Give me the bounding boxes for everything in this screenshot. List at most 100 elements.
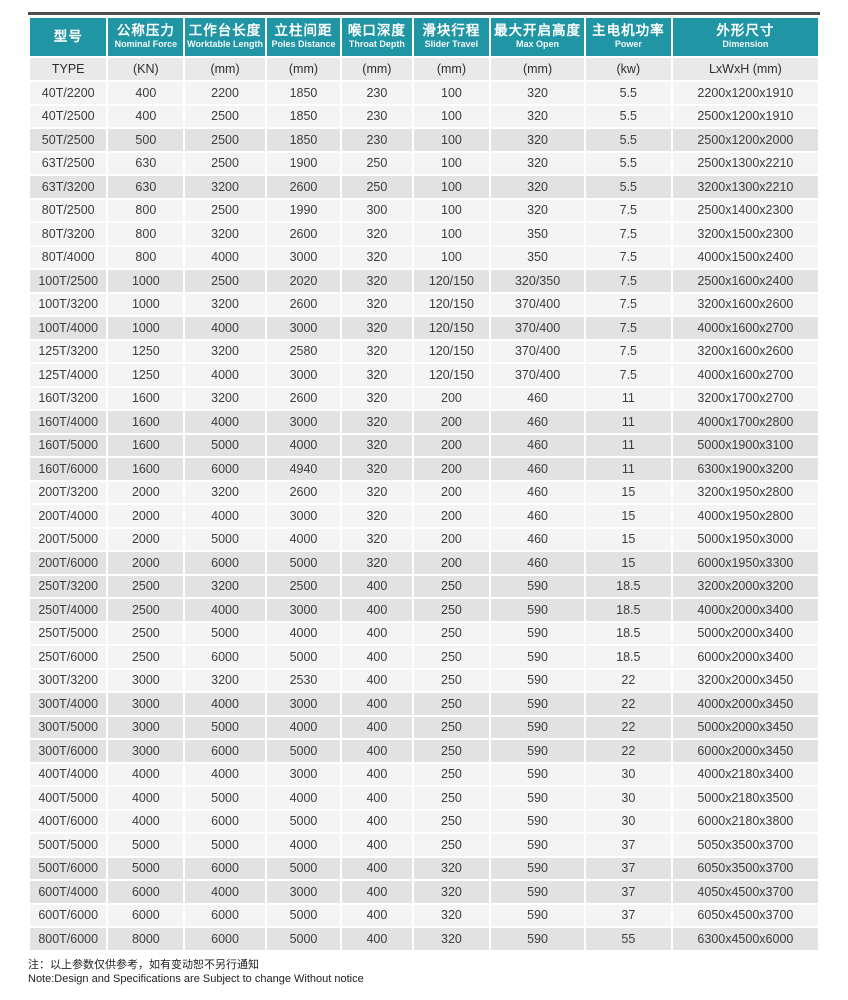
column-header: 最大开启高度 Max Open xyxy=(491,18,584,56)
table-cell: 2500x1600x2400 xyxy=(672,270,818,292)
table-cell: 5000 xyxy=(266,857,341,879)
table-cell: 3000 xyxy=(108,740,184,762)
table-cell: 460 xyxy=(491,458,584,480)
table-cell: 30 xyxy=(585,763,671,785)
table-cell: 320 xyxy=(342,293,412,315)
table-cell: 37 xyxy=(585,881,671,903)
table-cell: 6000x2000x3400 xyxy=(672,646,818,668)
table-cell: 320 xyxy=(491,105,584,127)
table-cell: 320 xyxy=(491,82,584,104)
table-cell: 6000 xyxy=(185,810,265,832)
table-cell: 320 xyxy=(413,904,490,926)
table-cell: 400 xyxy=(342,810,412,832)
table-cell: 2600 xyxy=(266,176,341,198)
table-cell: 500 xyxy=(108,129,184,151)
table-cell: 1250 xyxy=(108,364,184,386)
table-cell: 2500 xyxy=(266,575,341,597)
table-cell: 370/400 xyxy=(491,340,584,362)
table-cell: 230 xyxy=(342,129,412,151)
table-row: 300T/3200 3000 3200 2530 400 250 590 22 3200x200… xyxy=(30,669,818,691)
type-cell: 40T/2500 xyxy=(30,105,107,127)
column-header-en: Dimension xyxy=(722,38,769,49)
column-header-en: Power xyxy=(614,38,642,49)
type-cell: 800T/6000 xyxy=(30,928,107,950)
table-cell: 320 xyxy=(342,434,412,456)
table-cell: 200 xyxy=(413,387,490,409)
table-cell: 590 xyxy=(491,669,584,691)
type-cell: 200T/6000 xyxy=(30,552,107,574)
table-cell: 7.5 xyxy=(585,340,671,362)
table-cell: 120/150 xyxy=(413,317,490,339)
table-cell: 320 xyxy=(413,857,490,879)
table-cell: 4000 xyxy=(185,411,265,433)
table-cell: 5.5 xyxy=(585,105,671,127)
column-header-zh: 工作台长度 xyxy=(188,23,262,39)
column-header-zh: 主电机功率 xyxy=(592,23,665,39)
table-cell: 5000 xyxy=(266,740,341,762)
table-row: 300T/6000 3000 6000 5000 400 250 590 22 6000x200… xyxy=(30,740,818,762)
table-row: 40T/2500 400 2500 1850 230 100 320 5.5 2500x1200… xyxy=(30,105,818,127)
table-cell: 320 xyxy=(342,458,412,480)
type-cell: 250T/6000 xyxy=(30,646,107,668)
table-cell: 250 xyxy=(413,810,490,832)
table-cell: 320 xyxy=(342,411,412,433)
table-cell: 4000 xyxy=(266,787,341,809)
table-cell: 320 xyxy=(342,528,412,550)
column-header-en: Nominal Force xyxy=(114,38,178,49)
table-cell: 590 xyxy=(491,787,584,809)
table-cell: 590 xyxy=(491,599,584,621)
table-cell: 5000 xyxy=(108,857,184,879)
table-cell: 2500x1200x2000 xyxy=(672,129,818,151)
type-cell: 250T/3200 xyxy=(30,575,107,597)
table-cell: 100 xyxy=(413,199,490,221)
table-cell: 6000 xyxy=(185,928,265,950)
table-row: 50T/2500 500 2500 1850 230 100 320 5.5 2500x1200… xyxy=(30,129,818,151)
table-cell: 460 xyxy=(491,434,584,456)
unit-cell: (KN) xyxy=(108,58,184,80)
table-cell: 1990 xyxy=(266,199,341,221)
type-cell: 80T/4000 xyxy=(30,246,107,268)
table-cell: 230 xyxy=(342,82,412,104)
table-cell: 2500 xyxy=(108,575,184,597)
table-cell: 6300x1900x3200 xyxy=(672,458,818,480)
table-cell: 400 xyxy=(342,763,412,785)
table-cell: 590 xyxy=(491,575,584,597)
table-cell: 3000 xyxy=(266,411,341,433)
unit-cell: (mm) xyxy=(342,58,412,80)
table-cell: 120/150 xyxy=(413,270,490,292)
table-cell: 400 xyxy=(342,857,412,879)
table-cell: 5050x3500x3700 xyxy=(672,834,818,856)
table-cell: 15 xyxy=(585,481,671,503)
type-cell: 80T/3200 xyxy=(30,223,107,245)
table-cell: 1850 xyxy=(266,82,341,104)
table-row: 80T/2500 800 2500 1990 300 100 320 7.5 2500x1400… xyxy=(30,199,818,221)
table-cell: 5000 xyxy=(185,787,265,809)
table-cell: 18.5 xyxy=(585,599,671,621)
column-header: 主电机功率 Power xyxy=(585,18,671,56)
table-cell: 800 xyxy=(108,199,184,221)
table-row: 160T/5000 1600 5000 4000 320 200 460 11 5000x190… xyxy=(30,434,818,456)
type-cell: 50T/2500 xyxy=(30,129,107,151)
table-cell: 6300x4500x6000 xyxy=(672,928,818,950)
table-cell: 400 xyxy=(342,928,412,950)
table-row: 80T/3200 800 3200 2600 320 100 350 7.5 3200x1500… xyxy=(30,223,818,245)
column-header-en: Poles Distance xyxy=(271,38,336,49)
table-cell: 400 xyxy=(342,646,412,668)
table-row: 500T/5000 5000 5000 4000 400 250 590 37 5050x350… xyxy=(30,834,818,856)
table-cell: 320 xyxy=(342,481,412,503)
table-cell: 2600 xyxy=(266,223,341,245)
column-header-zh: 滑块行程 xyxy=(422,23,481,39)
table-cell: 3000 xyxy=(266,317,341,339)
table-cell: 4000 xyxy=(185,246,265,268)
table-cell: 4000x2000x3450 xyxy=(672,693,818,715)
column-header-en: Worktable Length xyxy=(187,38,263,49)
note-en: Note:Design and Specifications are Subje… xyxy=(28,973,364,986)
table-cell: 7.5 xyxy=(585,364,671,386)
table-cell: 250 xyxy=(413,622,490,644)
table-cell: 3000 xyxy=(108,669,184,691)
table-row: 63T/3200 630 3200 2600 250 100 320 5.5 3200x1300… xyxy=(30,176,818,198)
table-cell: 250 xyxy=(413,599,490,621)
table-cell: 2000 xyxy=(108,552,184,574)
type-cell: 300T/5000 xyxy=(30,716,107,738)
table-cell: 400 xyxy=(342,881,412,903)
